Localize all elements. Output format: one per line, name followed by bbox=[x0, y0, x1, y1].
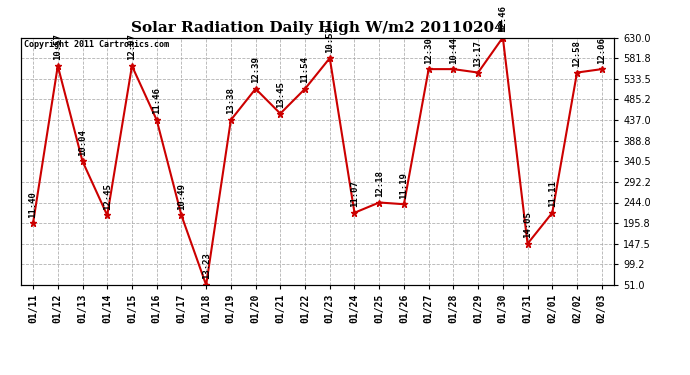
Text: 11:11: 11:11 bbox=[548, 180, 557, 207]
Text: 13:38: 13:38 bbox=[226, 88, 235, 114]
Text: 11:19: 11:19 bbox=[400, 172, 408, 199]
Text: 10:04: 10:04 bbox=[78, 129, 87, 156]
Text: 11:07: 11:07 bbox=[350, 180, 359, 207]
Text: 13:17: 13:17 bbox=[473, 40, 482, 67]
Text: 11:46: 11:46 bbox=[152, 88, 161, 114]
Text: 11:54: 11:54 bbox=[301, 56, 310, 83]
Text: 13:23: 13:23 bbox=[201, 253, 210, 279]
Text: Copyright 2011 Cartronics.com: Copyright 2011 Cartronics.com bbox=[23, 40, 168, 49]
Text: 10:44: 10:44 bbox=[449, 37, 458, 64]
Text: 12:07: 12:07 bbox=[128, 33, 137, 60]
Text: 12:58: 12:58 bbox=[573, 40, 582, 67]
Text: 12:45: 12:45 bbox=[103, 183, 112, 210]
Text: 10:57: 10:57 bbox=[53, 33, 62, 60]
Text: 10:49: 10:49 bbox=[177, 183, 186, 210]
Title: Solar Radiation Daily High W/m2 20110204: Solar Radiation Daily High W/m2 20110204 bbox=[130, 21, 504, 35]
Text: 13:45: 13:45 bbox=[276, 81, 285, 108]
Text: 12:30: 12:30 bbox=[424, 37, 433, 64]
Text: 12:06: 12:06 bbox=[598, 37, 607, 64]
Text: 12:46: 12:46 bbox=[498, 5, 507, 32]
Text: 14:05: 14:05 bbox=[523, 211, 532, 238]
Text: 12:18: 12:18 bbox=[375, 170, 384, 197]
Text: 10:53: 10:53 bbox=[325, 26, 334, 53]
Text: 11:40: 11:40 bbox=[28, 190, 37, 217]
Text: 12:39: 12:39 bbox=[251, 56, 260, 83]
